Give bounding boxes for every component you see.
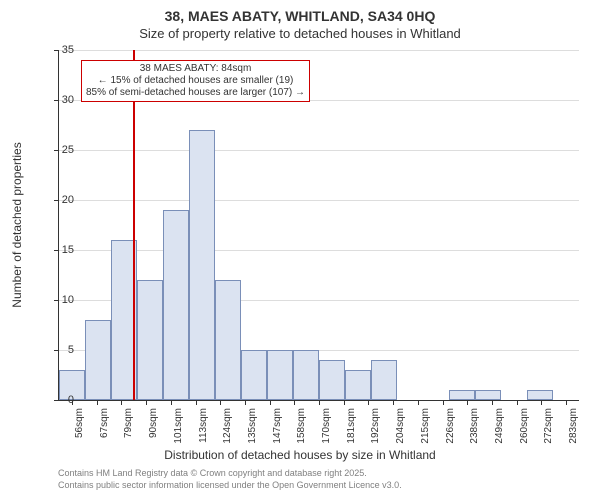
x-tick-mark: [171, 400, 172, 405]
x-tick-label: 238sqm: [469, 408, 480, 444]
x-tick-mark: [467, 400, 468, 405]
x-tick-label: 181sqm: [346, 408, 357, 444]
chart-title: 38, MAES ABATY, WHITLAND, SA34 0HQ: [0, 8, 600, 24]
x-tick-mark: [344, 400, 345, 405]
x-tick-label: 79sqm: [123, 408, 134, 438]
x-tick-label: 272sqm: [543, 408, 554, 444]
histogram-bar: [215, 280, 241, 400]
x-tick-mark: [443, 400, 444, 405]
x-tick-mark: [294, 400, 295, 405]
reference-line: [133, 50, 135, 400]
histogram-bar: [527, 390, 553, 400]
x-tick-label: 124sqm: [222, 408, 233, 444]
y-tick-label: 10: [44, 294, 74, 306]
x-tick-label: 226sqm: [445, 408, 456, 444]
x-axis-label: Distribution of detached houses by size …: [0, 448, 600, 462]
x-tick-label: 56sqm: [74, 408, 85, 438]
annotation-box: 38 MAES ABATY: 84sqm← 15% of detached ho…: [81, 60, 310, 102]
annotation-line2: ← 15% of detached houses are smaller (19…: [86, 75, 305, 87]
x-tick-label: 204sqm: [395, 408, 406, 444]
histogram-bar: [85, 320, 111, 400]
y-tick-label: 0: [44, 394, 74, 406]
x-tick-label: 283sqm: [568, 408, 579, 444]
x-tick-label: 158sqm: [296, 408, 307, 444]
annotation-line3: 85% of semi-detached houses are larger (…: [86, 87, 305, 99]
histogram-bar: [449, 390, 475, 400]
x-tick-label: 90sqm: [148, 408, 159, 438]
x-tick-mark: [270, 400, 271, 405]
x-tick-mark: [146, 400, 147, 405]
x-tick-label: 215sqm: [420, 408, 431, 444]
histogram-bar: [293, 350, 319, 400]
footer-line1: Contains HM Land Registry data © Crown c…: [58, 468, 367, 478]
x-tick-mark: [566, 400, 567, 405]
x-tick-label: 113sqm: [198, 408, 209, 443]
chart-container: 38, MAES ABATY, WHITLAND, SA34 0HQ Size …: [0, 0, 600, 500]
histogram-bar: [371, 360, 397, 400]
x-tick-mark: [97, 400, 98, 405]
x-tick-label: 101sqm: [173, 408, 184, 444]
x-tick-mark: [196, 400, 197, 405]
gridline: [59, 50, 579, 51]
gridline: [59, 150, 579, 151]
y-tick-label: 25: [44, 144, 74, 156]
gridline: [59, 200, 579, 201]
x-tick-mark: [418, 400, 419, 405]
x-tick-label: 67sqm: [99, 408, 110, 438]
x-tick-label: 147sqm: [272, 408, 283, 444]
x-tick-mark: [245, 400, 246, 405]
histogram-bar: [267, 350, 293, 400]
y-tick-label: 5: [44, 344, 74, 356]
y-tick-label: 35: [44, 44, 74, 56]
histogram-bar: [475, 390, 501, 400]
histogram-bar: [163, 210, 189, 400]
histogram-bar: [241, 350, 267, 400]
y-tick-label: 30: [44, 94, 74, 106]
histogram-bar: [345, 370, 371, 400]
y-axis-label: Number of detached properties: [10, 142, 24, 307]
chart-subtitle: Size of property relative to detached ho…: [0, 26, 600, 41]
y-tick-label: 15: [44, 244, 74, 256]
x-tick-mark: [541, 400, 542, 405]
footer-line2: Contains public sector information licen…: [58, 480, 402, 490]
plot-area: 38 MAES ABATY: 84sqm← 15% of detached ho…: [58, 50, 579, 401]
x-tick-mark: [220, 400, 221, 405]
x-tick-mark: [517, 400, 518, 405]
x-tick-mark: [319, 400, 320, 405]
x-tick-label: 170sqm: [321, 408, 332, 444]
annotation-line1: 38 MAES ABATY: 84sqm: [86, 63, 305, 75]
histogram-bar: [319, 360, 345, 400]
x-tick-label: 249sqm: [494, 408, 505, 444]
x-tick-mark: [368, 400, 369, 405]
x-tick-mark: [121, 400, 122, 405]
x-tick-label: 135sqm: [247, 408, 258, 444]
histogram-bar: [137, 280, 163, 400]
histogram-bar: [189, 130, 215, 400]
x-tick-mark: [393, 400, 394, 405]
gridline: [59, 250, 579, 251]
y-tick-label: 20: [44, 194, 74, 206]
x-tick-mark: [492, 400, 493, 405]
x-tick-label: 192sqm: [370, 408, 381, 444]
x-tick-label: 260sqm: [519, 408, 530, 444]
